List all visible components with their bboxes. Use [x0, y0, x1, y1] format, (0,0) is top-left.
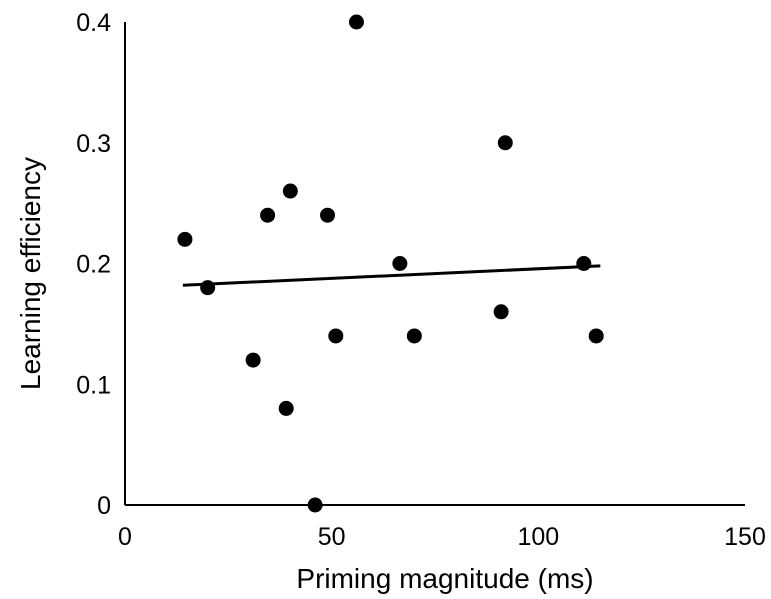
data-point: [493, 304, 509, 320]
data-point: [245, 352, 261, 368]
data-point: [200, 280, 216, 296]
data-point: [392, 256, 408, 271]
data-point: [576, 256, 592, 271]
trendline: [182, 264, 601, 287]
y-axis-title: Learning efficiency: [15, 157, 46, 390]
x-tick-label: 100: [517, 523, 559, 551]
data-point: [320, 207, 336, 223]
data-point: [588, 328, 604, 344]
data-point: [497, 135, 513, 151]
y-tick-label: 0.4: [76, 9, 111, 37]
data-point: [278, 400, 294, 416]
y-tick-label: 0.3: [76, 130, 111, 158]
data-point: [260, 207, 276, 223]
y-tick-label: 0.1: [76, 371, 111, 399]
x-tick-label: 0: [118, 523, 132, 551]
data-point: [348, 14, 364, 30]
data-point: [177, 231, 193, 247]
data-point: [282, 183, 298, 199]
data-point: [406, 328, 422, 344]
data-points: [177, 14, 604, 513]
data-point: [307, 497, 323, 513]
y-tick-label: 0: [97, 492, 111, 520]
x-axis-title: Priming magnitude (ms): [296, 563, 593, 594]
y-tick-labels: 0 0.1 0.2 0.3 0.4: [76, 9, 111, 520]
x-tick-label: 50: [318, 523, 346, 551]
x-tick-labels: 0 50 100 150: [118, 523, 766, 551]
trendline-layer: [182, 264, 601, 287]
y-tick-label: 0.2: [76, 251, 111, 279]
data-point: [328, 328, 344, 344]
axes: [124, 22, 745, 506]
x-tick-label: 150: [724, 523, 766, 551]
